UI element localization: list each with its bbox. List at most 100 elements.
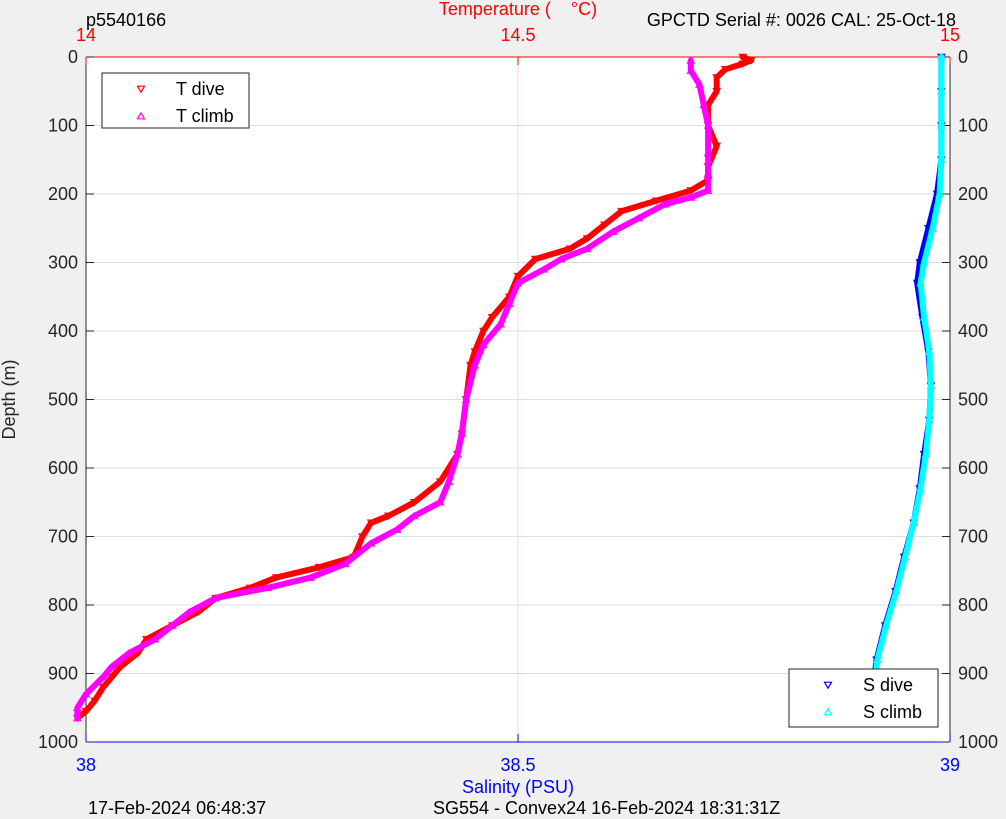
y-axis-title: Depth (m) [0,359,19,439]
y-tick-label: 500 [48,390,78,410]
data-point [699,100,709,109]
data-point [453,450,462,458]
data-point [703,186,713,194]
legend-salinity [788,668,939,728]
data-point [919,258,929,266]
data-point [116,663,125,671]
data-point [686,187,696,195]
legend-label: T dive [176,79,225,99]
x-bottom-tick-label: 38 [76,755,96,775]
data-point [916,278,925,287]
legend-marker [823,681,833,690]
legend-label: S climb [863,702,922,722]
series-points-t-climb [72,56,713,722]
header-left: p5540166 [86,10,167,30]
data-point [271,574,281,582]
data-point [712,74,722,82]
data-point [306,573,316,581]
data-point [881,621,891,629]
data-point [366,519,376,527]
legend-temperature [101,72,250,129]
x-bottom-tick-label: 39 [940,755,960,775]
series-points-s-climb [867,52,946,722]
data-point [617,207,627,216]
data-point [703,121,713,129]
y-tick-label: 600 [958,458,988,478]
data-point [746,57,756,65]
legend-marker [136,85,146,94]
data-point [695,80,704,88]
x-top-tick-label: 14 [76,25,96,45]
data-point [340,559,350,568]
data-point [107,662,117,670]
y-tick-label: 600 [48,458,78,478]
legend-marker [823,707,833,716]
data-point [513,278,523,287]
data-point [314,564,324,572]
footer-left: 17-Feb-2024 06:48:37 [88,798,267,818]
data-point [703,169,713,177]
data-point [921,450,931,458]
data-point [457,429,467,438]
data-point [565,245,575,253]
data-point [703,148,713,157]
data-point [936,52,946,61]
data-point [935,189,945,198]
y-tick-label: 900 [48,664,78,684]
data-point [634,213,644,222]
legend-label: S dive [863,675,913,695]
legend-label: T climb [176,106,234,126]
y-tick-label: 400 [958,321,988,341]
data-point [873,655,882,664]
data-point [556,254,566,263]
data-point [582,235,592,243]
data-point [487,314,497,322]
data-point [150,635,160,643]
x-top-axis-title: Temperature ( °C) [439,0,597,19]
data-point [90,697,100,706]
data-point [479,327,488,336]
data-point [185,607,195,616]
y-tick-label: 200 [48,184,78,204]
legend-marker [136,111,146,120]
data-point [582,244,592,253]
data-point [72,713,82,722]
y-tick-label: 500 [958,390,988,410]
data-point [358,533,367,541]
data-point [107,673,117,682]
data-point [444,477,454,485]
data-point [936,87,946,95]
footer-center: SG554 - Convex24 16-Feb-2024 18:31:31Z [433,798,781,818]
data-point [98,683,108,692]
y-tick-label: 0 [958,47,968,67]
y-tick-label: 900 [958,664,988,684]
series-line-s-climb [868,54,945,721]
y-tick-label: 100 [48,116,78,136]
data-point [712,142,722,151]
y-tick-label: 300 [48,253,78,273]
x-top-tick-label: 15 [940,25,960,45]
data-point [916,484,925,492]
y-tick-label: 700 [958,527,988,547]
y-tick-label: 700 [48,527,78,547]
data-point [936,155,946,164]
y-tick-label: 200 [958,184,988,204]
y-tick-label: 0 [68,47,78,67]
series-line-t-climb [74,57,712,721]
data-point [72,703,82,712]
data-point [211,594,220,602]
x-bottom-tick-label: 38.5 [500,755,535,775]
y-tick-label: 800 [48,595,78,615]
y-tick-label: 800 [958,595,988,615]
data-point [686,193,696,201]
data-point [81,707,91,716]
data-point [392,525,402,533]
x-top-tick-label: 14.5 [500,25,535,45]
data-point [600,221,609,229]
y-tick-label: 300 [958,253,988,273]
data-point [608,227,618,235]
header-right: GPCTD Serial #: 0026 CAL: 25-Oct-18 [646,10,956,30]
data-point [409,498,419,507]
y-tick-label: 1000 [958,732,998,752]
data-point [435,478,445,486]
